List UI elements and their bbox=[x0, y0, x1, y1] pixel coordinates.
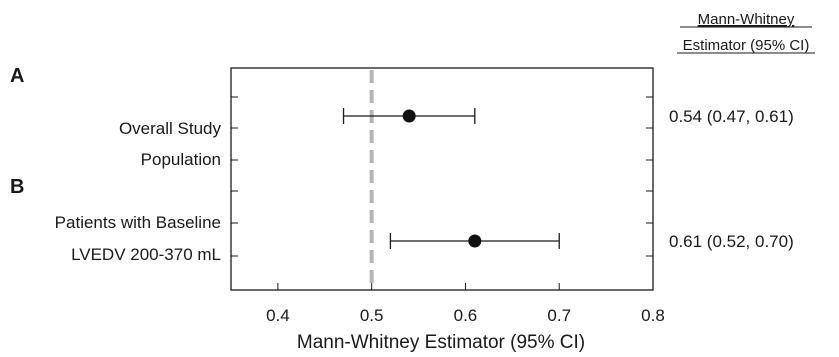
plot-frame bbox=[230, 67, 654, 291]
x-tick-label-0: 0.4 bbox=[266, 306, 290, 325]
row-label-0-line-0: Overall Study bbox=[119, 119, 222, 138]
plot-frame-group bbox=[230, 67, 654, 291]
x-tick-label-2: 0.6 bbox=[454, 306, 478, 325]
panel-letter-b: B bbox=[10, 176, 24, 198]
x-tick-label-4: 0.8 bbox=[641, 306, 665, 325]
row-label-group: A Overall Study Population B Patients with B… bbox=[10, 65, 221, 264]
y-tick-group bbox=[231, 96, 653, 257]
ci-value-text-1: 0.61 (0.52, 0.70) bbox=[669, 232, 794, 251]
estimate-marks-group bbox=[342, 108, 560, 249]
panel-letter-a: A bbox=[10, 65, 24, 87]
x-tick-label-3: 0.7 bbox=[547, 306, 571, 325]
row-label-1-line-0: Patients with Baseline bbox=[55, 213, 221, 232]
ci-value-text-0: 0.54 (0.47, 0.61) bbox=[669, 107, 794, 126]
column-header-line-2: Estimator (95% CI) bbox=[683, 37, 810, 54]
row-label-1-line-1: LVEDV 200-370 mL bbox=[71, 245, 221, 264]
estimate-point-1 bbox=[468, 234, 482, 248]
column-header-line-1: Mann-Whitney bbox=[698, 11, 795, 28]
x-tick-label-1: 0.5 bbox=[360, 306, 384, 325]
x-tick-group: 0.4 0.5 0.6 0.7 0.8 bbox=[266, 283, 665, 325]
ci-text-group: 0.54 (0.47, 0.61) 0.61 (0.52, 0.70) bbox=[669, 107, 794, 251]
row-label-0-line-1: Population bbox=[141, 150, 221, 169]
x-axis-title: Mann-Whitney Estimator (95% CI) bbox=[297, 332, 585, 353]
estimate-point-0 bbox=[402, 109, 416, 123]
